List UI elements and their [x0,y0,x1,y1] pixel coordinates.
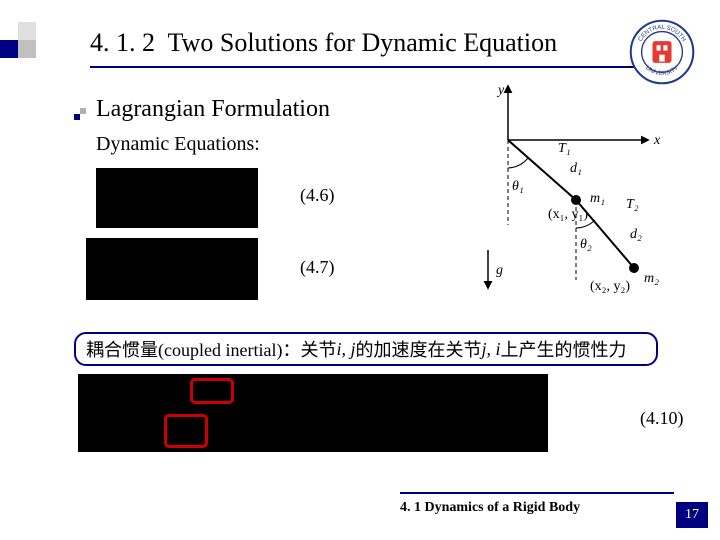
label-m2: m₂ [644,271,659,286]
label-theta1: θ₁ [512,179,524,194]
angle-theta1-arc [508,158,528,168]
bullet-square-navy [74,114,80,120]
corner-square-grey [18,40,36,58]
label-d1: d₁ [570,161,582,176]
callout-coupled-inertial: 耦合惯量(coupled inertial)：关节 i, j 的加速度在关节 j… [74,332,658,366]
callout-prefix: 耦合惯量(coupled inertial)：关节 [86,336,336,362]
equation-block-1 [96,168,258,228]
label-theta2: θ₂ [580,237,592,252]
pendulum-diagram: y x T₁ T₂ d₁ d₂ θ₁ θ₂ m₁ m₂ (x₁, y₁) (x₂… [458,80,698,310]
equation-block-3 [78,374,548,452]
label-p1: (x₁, y₁) [548,207,588,222]
slide-root: 4. 1. 2 Two Solutions for Dynamic Equati… [0,0,720,540]
label-y: y [496,83,505,98]
slide-title: 4. 1. 2 Two Solutions for Dynamic Equati… [90,28,557,58]
equation-label-1: (4.6) [300,185,335,206]
university-logo: CENTRAL SOUTH UNIVERSITY [628,18,696,86]
footer-text: 4. 1 Dynamics of a Rigid Body [400,500,580,516]
bullet-icon [74,108,86,120]
label-T2: T₂ [626,197,639,212]
callout-ij: i, j [336,339,355,360]
callout-suffix: 上产生的惯性力 [500,336,626,362]
heading-dynamic-equations: Dynamic Equations: [96,133,260,156]
logo-core-detail [657,45,661,50]
equation-label-3: (4.10) [640,408,684,429]
title-text: Two Solutions for Dynamic Equation [168,28,558,57]
equation-block-2 [86,238,258,300]
logo-svg: CENTRAL SOUTH UNIVERSITY [628,18,696,86]
label-m1: m₁ [590,191,605,206]
heading-lagrangian: Lagrangian Formulation [96,96,330,123]
label-g: g [496,263,503,278]
logo-core-detail [659,55,664,62]
highlight-box-2 [164,414,208,448]
label-p2: (x₂, y₂) [590,279,630,294]
corner-decoration [0,0,90,62]
corner-square-navy [0,40,18,58]
callout-ji: j, i [481,339,500,360]
bullet-square-grey [80,108,86,114]
label-d2: d₂ [630,227,642,242]
logo-core-detail [663,45,667,50]
mass-2 [629,263,639,273]
title-underline [90,66,684,68]
label-x: x [653,133,661,148]
corner-square-light [18,22,36,40]
equation-label-2: (4.7) [300,257,335,278]
footer-underline [400,492,674,494]
label-T1: T₁ [558,141,571,156]
page-number-badge: 17 [676,502,708,528]
section-number: 4. 1. 2 [90,28,155,57]
highlight-box-1 [190,378,234,404]
callout-mid: 的加速度在关节 [355,336,481,362]
